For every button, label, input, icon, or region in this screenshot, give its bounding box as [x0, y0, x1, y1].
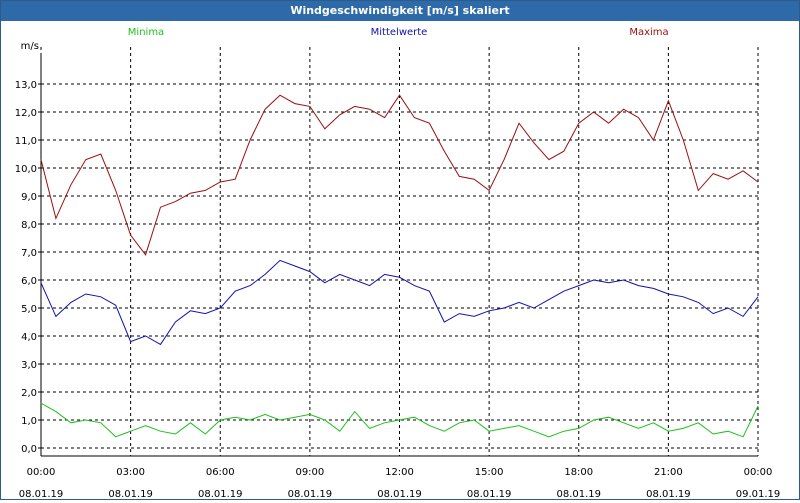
x-tick-time: 21:00 — [654, 467, 683, 478]
x-tick-time: 06:00 — [206, 467, 235, 478]
chart-svg: Minima Mittelwerte Maxima m/s 0,0 1,0 2,0 3… — [15, 27, 781, 500]
y-tick-label: 12,0 — [15, 108, 37, 119]
x-tick-date: 08.01.19 — [288, 489, 333, 499]
y-tick-label: 6,0 — [21, 276, 37, 287]
series-line-minima — [40, 402, 759, 438]
x-tick-date: 08.01.19 — [108, 489, 153, 499]
x-tick-date: 08.01.19 — [646, 489, 691, 499]
y-tick-label: 7,0 — [21, 248, 37, 259]
legend-minima: Minima — [128, 27, 164, 38]
x-tick-time: 03:00 — [116, 467, 145, 478]
chart-canvas: Minima Mittelwerte Maxima m/s 0,0 1,0 2,0 3… — [1, 21, 799, 500]
y-tick-label: 9,0 — [21, 192, 37, 203]
x-tick-date: 08.01.19 — [556, 489, 601, 499]
legend-maxima: Maxima — [629, 27, 668, 38]
x-tick-time: 00:00 — [27, 467, 56, 478]
x-tick-time: 12:00 — [385, 467, 414, 478]
x-tick-time: 15:00 — [475, 467, 504, 478]
x-tick-date: 08.01.19 — [19, 489, 64, 499]
y-tick-label: 4,0 — [21, 332, 37, 343]
y-tick-label: 11,0 — [15, 136, 37, 147]
y-tick-label: 1,0 — [21, 416, 37, 427]
y-tick-label: 8,0 — [21, 220, 37, 231]
x-tick-date: 08.01.19 — [467, 489, 512, 499]
y-axis-unit-label: m/s — [21, 41, 39, 52]
series-line-maxima — [40, 94, 759, 256]
x-tick-date: 09.01.19 — [736, 489, 781, 499]
x-tick-time: 09:00 — [295, 467, 324, 478]
x-tick-time: 18:00 — [564, 467, 593, 478]
y-tick-label: 0,0 — [21, 444, 37, 455]
x-tick-date: 08.01.19 — [377, 489, 422, 499]
y-tick-label: 5,0 — [21, 304, 37, 315]
y-tick-label: 13,0 — [15, 80, 37, 91]
y-tick-label: 10,0 — [15, 164, 37, 175]
x-tick-time: 00:00 — [744, 467, 773, 478]
x-tick-date: 08.01.19 — [198, 489, 243, 499]
window-title: Windgeschwindigkeit [m/s] skaliert — [1, 1, 799, 21]
y-tick-label: 2,0 — [21, 388, 37, 399]
series-line-mittelwerte — [40, 259, 759, 346]
y-tick-label: 3,0 — [21, 360, 37, 371]
legend-mittelwerte: Mittelwerte — [371, 27, 428, 38]
